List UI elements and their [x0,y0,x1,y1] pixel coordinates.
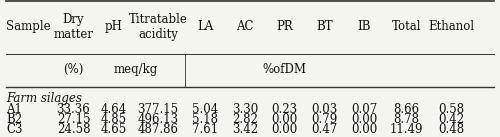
Text: 0.47: 0.47 [312,123,338,136]
Text: 3.42: 3.42 [232,123,258,136]
Text: 0.00: 0.00 [351,113,378,126]
Text: 377.15: 377.15 [138,103,178,116]
Text: 0.42: 0.42 [438,113,464,126]
Text: 33.36: 33.36 [56,103,90,116]
Text: Total: Total [392,20,422,33]
Text: 4.85: 4.85 [100,113,126,126]
Text: A1: A1 [6,103,22,116]
Text: 0.23: 0.23 [272,103,298,116]
Text: LA: LA [197,20,214,33]
Text: 11.49: 11.49 [390,123,424,136]
Text: 0.03: 0.03 [312,103,338,116]
Text: 0.79: 0.79 [312,113,338,126]
Text: 5.04: 5.04 [192,103,218,116]
Text: meq/kg: meq/kg [114,63,158,76]
Text: B2: B2 [6,113,22,126]
Text: 5.18: 5.18 [192,113,218,126]
Text: AC: AC [236,20,254,33]
Text: C3: C3 [6,123,23,136]
Text: 0.48: 0.48 [438,123,464,136]
Text: Farm silages: Farm silages [6,92,82,105]
Text: Titratable
acidity: Titratable acidity [128,12,188,41]
Text: %ofDM: %ofDM [263,63,307,76]
Text: Dry
matter: Dry matter [54,12,94,41]
Text: (%): (%) [64,63,84,76]
Text: 4.64: 4.64 [100,103,126,116]
Text: 7.61: 7.61 [192,123,218,136]
Text: 24.58: 24.58 [56,123,90,136]
Text: 8.66: 8.66 [394,103,419,116]
Text: 487.86: 487.86 [138,123,178,136]
Text: 0.00: 0.00 [272,123,298,136]
Text: BT: BT [316,20,333,33]
Text: PR: PR [276,20,293,33]
Text: Sample: Sample [6,20,51,33]
Text: 0.07: 0.07 [351,103,378,116]
Text: IB: IB [358,20,371,33]
Text: 2.82: 2.82 [232,113,258,126]
Text: 3.30: 3.30 [232,103,258,116]
Text: 27.15: 27.15 [56,113,90,126]
Text: 4.65: 4.65 [100,123,126,136]
Text: pH: pH [104,20,122,33]
Text: Ethanol: Ethanol [428,20,474,33]
Text: 8.78: 8.78 [394,113,419,126]
Text: 0.00: 0.00 [272,113,298,126]
Text: 0.58: 0.58 [438,103,464,116]
Text: 496.13: 496.13 [138,113,178,126]
Text: 0.00: 0.00 [351,123,378,136]
